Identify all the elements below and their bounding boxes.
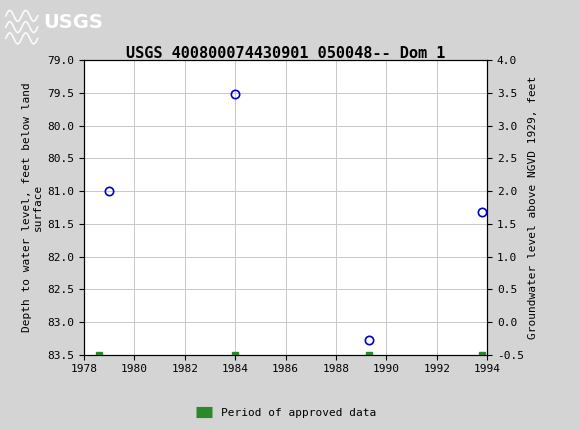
Text: USGS 400800074430901 050048-- Dom 1: USGS 400800074430901 050048-- Dom 1 <box>126 46 445 61</box>
Y-axis label: Depth to water level, feet below land
surface: Depth to water level, feet below land su… <box>21 83 44 332</box>
Legend: Period of approved data: Period of approved data <box>191 403 381 422</box>
Y-axis label: Groundwater level above NGVD 1929, feet: Groundwater level above NGVD 1929, feet <box>528 76 538 339</box>
Text: USGS: USGS <box>44 13 103 32</box>
